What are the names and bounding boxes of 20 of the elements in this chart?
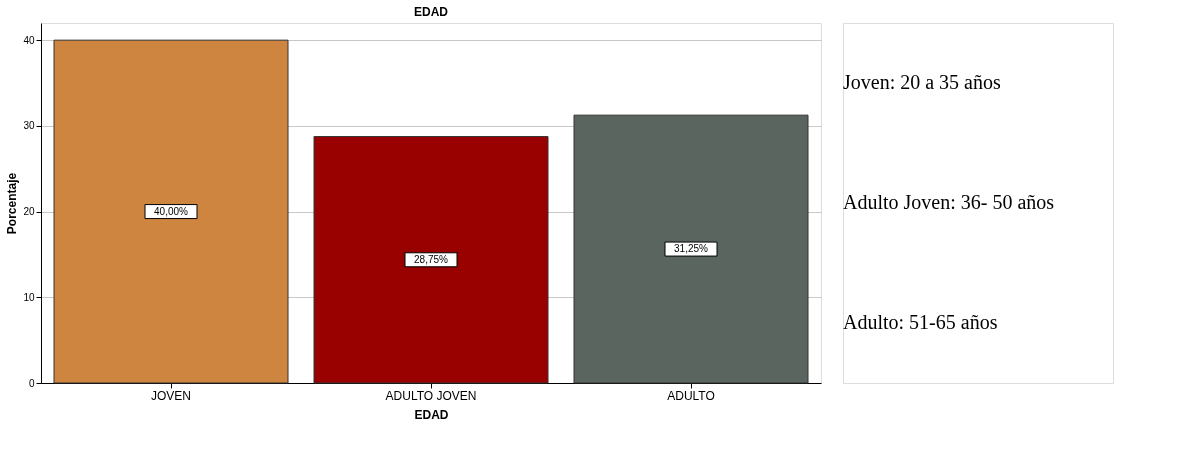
bar (53, 39, 289, 384)
y-tick-label: 30 (23, 120, 35, 132)
y-tick-label: 10 (23, 291, 35, 303)
data-label: 40,00% (154, 205, 189, 217)
bar (313, 136, 549, 384)
x-tick-label: JOVEN (150, 388, 192, 403)
x-tick-label: ADULTO JOVEN (385, 388, 477, 403)
bar (573, 114, 809, 384)
x-axis-title: EDAD (414, 407, 449, 422)
y-tick-label: 40 (23, 34, 35, 46)
text: Adulto: 51-65 años (843, 311, 998, 333)
y-tick-label: 20 (23, 206, 35, 218)
chart-title: EDAD (413, 5, 449, 19)
x-tick-label: ADULTO (667, 388, 715, 403)
text: Joven: 20 a 35 años (843, 71, 1001, 93)
y-axis-title: Porcentaje (5, 172, 20, 235)
text: Adulto Joven: 36- 50 años (843, 191, 1055, 213)
data-label: 31,25% (674, 243, 709, 255)
y-tick-label: 0 (28, 377, 35, 389)
data-label: 28,75% (414, 253, 449, 265)
